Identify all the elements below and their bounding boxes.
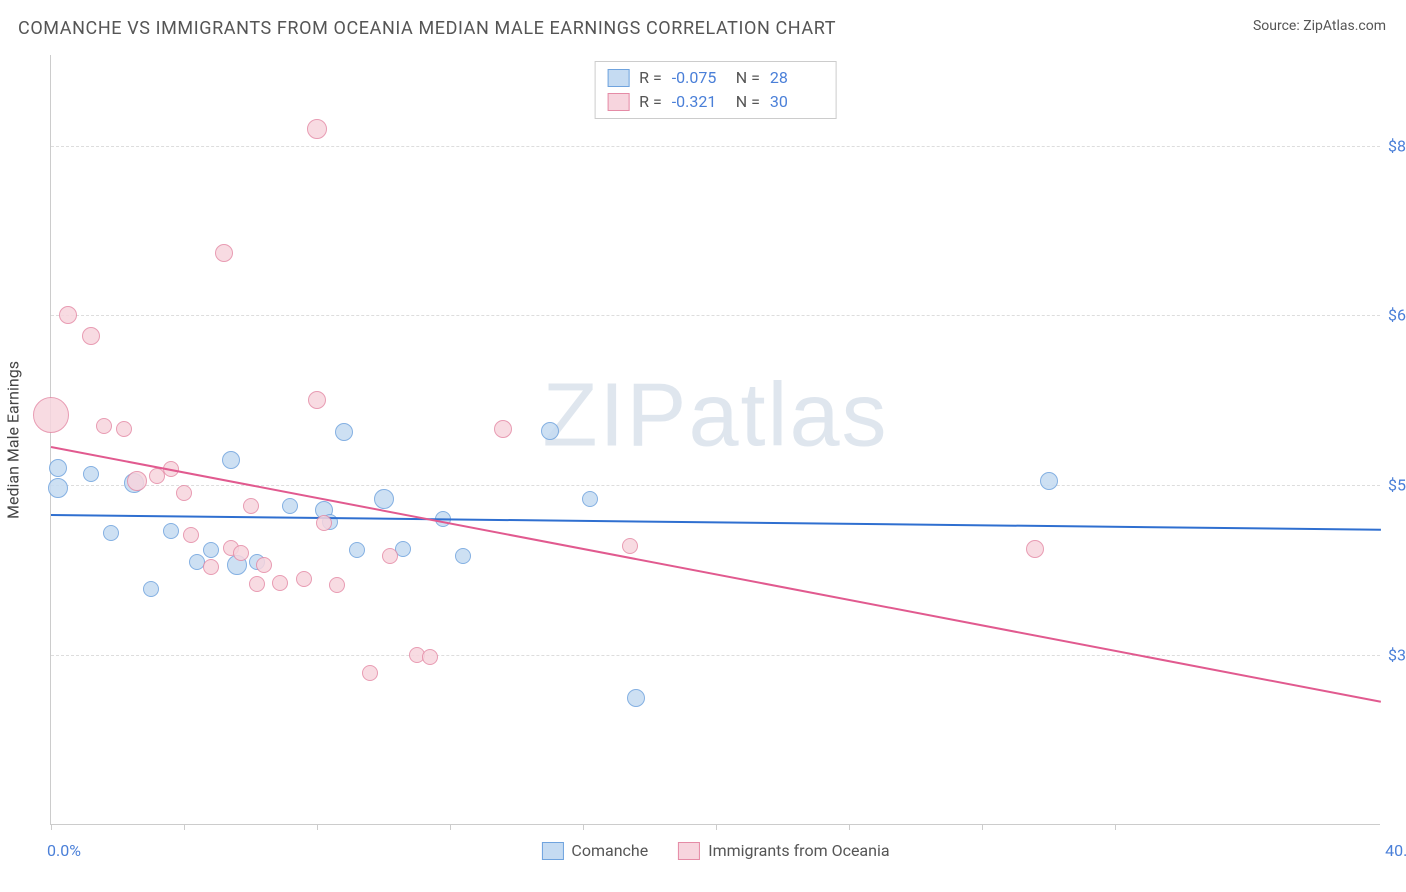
legend-swatch xyxy=(607,69,629,87)
scatter-chart: ZIPatlas Median Male Earnings R =-0.075N… xyxy=(50,55,1380,825)
data-point xyxy=(374,489,394,509)
gridline xyxy=(51,146,1380,147)
data-point xyxy=(163,523,179,539)
data-point xyxy=(103,525,119,541)
chart-title: COMANCHE VS IMMIGRANTS FROM OCEANIA MEDI… xyxy=(18,18,836,39)
data-point xyxy=(59,306,77,324)
trend-line xyxy=(51,514,1381,531)
data-point xyxy=(203,559,219,575)
legend-swatch xyxy=(678,842,700,860)
data-point xyxy=(541,422,559,440)
data-point xyxy=(329,577,345,593)
y-tick-label: $50,000 xyxy=(1388,476,1406,495)
x-tick xyxy=(716,824,717,830)
n-label: N = xyxy=(736,90,760,114)
data-point xyxy=(256,557,272,573)
x-tick xyxy=(982,824,983,830)
data-point xyxy=(33,397,69,433)
source-prefix: Source: xyxy=(1253,18,1303,34)
legend-label: Comanche xyxy=(571,841,648,860)
data-point xyxy=(422,649,438,665)
data-point xyxy=(296,571,312,587)
source-name: ZipAtlas.com xyxy=(1303,18,1386,34)
n-value: 28 xyxy=(770,66,824,90)
r-value: -0.075 xyxy=(672,66,726,90)
data-point xyxy=(627,689,645,707)
data-point xyxy=(308,391,326,409)
data-point xyxy=(249,576,265,592)
trend-line xyxy=(51,446,1381,703)
r-label: R = xyxy=(639,66,662,90)
y-tick-label: $65,000 xyxy=(1388,306,1406,325)
stats-row: R = -0.075 N = 28 xyxy=(607,66,824,90)
y-tick-label: $35,000 xyxy=(1388,646,1406,665)
x-tick xyxy=(1115,824,1116,830)
data-point xyxy=(494,420,512,438)
data-point xyxy=(183,527,199,543)
data-point xyxy=(1026,540,1044,558)
data-point xyxy=(82,327,100,345)
n-label: N = xyxy=(736,66,760,90)
x-tick xyxy=(583,824,584,830)
x-tick xyxy=(450,824,451,830)
data-point xyxy=(316,515,332,531)
watermark-text: ZIPatlas xyxy=(542,365,888,468)
data-point xyxy=(622,538,638,554)
y-tick-label: $80,000 xyxy=(1388,136,1406,155)
legend-item: Immigrants from Oceania xyxy=(678,841,889,860)
legend-label: Immigrants from Oceania xyxy=(708,841,889,860)
stats-row: R = -0.321 N = 30 xyxy=(607,90,824,114)
y-axis-title: Median Male Earnings xyxy=(4,361,23,519)
data-point xyxy=(1040,472,1058,490)
r-value: -0.321 xyxy=(672,90,726,114)
data-point xyxy=(203,542,219,558)
correlation-stats-legend: R = -0.075 N = 28 R = -0.321 N = 30 xyxy=(594,61,837,119)
chart-header: COMANCHE VS IMMIGRANTS FROM OCEANIA MEDI… xyxy=(0,0,1406,47)
data-point xyxy=(335,423,353,441)
data-point xyxy=(282,498,298,514)
data-point xyxy=(243,498,259,514)
x-tick xyxy=(51,824,52,830)
data-point xyxy=(176,485,192,501)
x-axis-max-label: 40.0% xyxy=(1385,841,1406,860)
data-point xyxy=(382,548,398,564)
legend-item: Comanche xyxy=(541,841,648,860)
x-axis-min-label: 0.0% xyxy=(47,841,81,860)
series-legend: Comanche Immigrants from Oceania xyxy=(541,841,889,860)
gridline xyxy=(51,315,1380,316)
data-point xyxy=(233,545,249,561)
r-label: R = xyxy=(639,90,662,114)
data-point xyxy=(455,548,471,564)
data-point xyxy=(215,244,233,262)
data-point xyxy=(48,478,68,498)
source-attribution: Source: ZipAtlas.com xyxy=(1253,18,1386,34)
legend-swatch xyxy=(541,842,563,860)
data-point xyxy=(83,466,99,482)
data-point xyxy=(116,421,132,437)
data-point xyxy=(272,575,288,591)
x-tick xyxy=(317,824,318,830)
legend-swatch xyxy=(607,93,629,111)
data-point xyxy=(362,665,378,681)
x-tick xyxy=(849,824,850,830)
data-point xyxy=(49,459,67,477)
data-point xyxy=(143,581,159,597)
data-point xyxy=(307,119,327,139)
data-point xyxy=(582,491,598,507)
data-point xyxy=(127,471,147,491)
data-point xyxy=(96,418,112,434)
n-value: 30 xyxy=(770,90,824,114)
data-point xyxy=(349,542,365,558)
gridline xyxy=(51,655,1380,656)
x-tick xyxy=(184,824,185,830)
data-point xyxy=(222,451,240,469)
